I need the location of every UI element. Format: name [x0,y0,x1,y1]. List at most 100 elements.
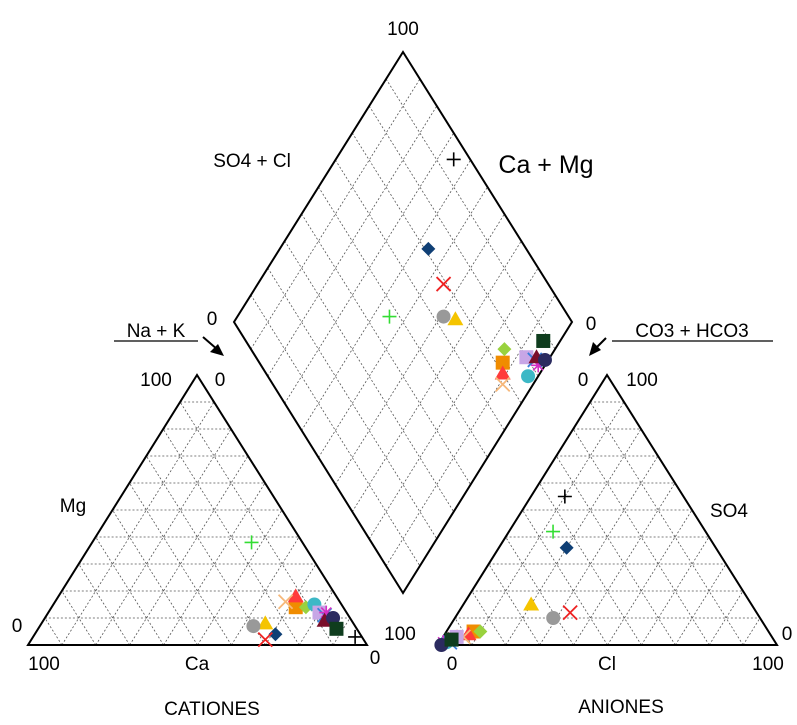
diamond-grid-b [250,78,421,350]
diamond-outline [232,50,574,595]
diamond-grid-a [368,105,539,377]
diamond-grid-a [284,240,455,512]
diamond-right-axis-label: Ca + Mg [498,151,593,179]
anion-grid-l [505,428,642,646]
anion-point-4 [562,604,578,621]
cation-point-2 [244,535,259,550]
anion-left-100-label: 100 [384,624,416,645]
anion-grid-r [471,590,507,646]
diamond-point-11 [521,369,536,384]
co3-hco3-arrow [589,337,607,356]
diamond-grid-b [318,186,488,458]
diamond-point-4 [435,276,452,292]
diamond-point-3 [421,241,436,256]
diamond-point-10 [497,342,512,357]
diamond-point-5 [447,311,464,326]
cation-bottom-0-label: 0 [370,648,381,669]
diamond-point-16 [537,352,552,367]
diamond-grid-b [284,132,455,404]
cation-point-14 [319,605,334,620]
cation-triangle-outline [26,373,369,646]
cation-ca-label: Ca [185,654,210,675]
cation-point-7 [288,600,303,615]
anion-grid-r [589,401,744,646]
anion-cl-label: Cl [598,654,616,675]
diamond-top-label: 100 [387,19,419,40]
cation-point-6 [246,619,261,634]
anion-grid-r [505,536,574,646]
anion-grid-l [708,590,744,646]
cation-mg-label: Mg [60,496,86,517]
cation-grid-l [231,536,300,646]
diamond-point-9 [495,376,511,392]
anion-grid-r [555,455,676,646]
anion-grid-l [539,455,659,646]
cation-grid-r [112,509,198,646]
diamond-left-zero-label: 0 [207,309,218,330]
diamond-grid-a [267,267,438,540]
anion-bottom-100-label: 100 [752,654,784,675]
anion-point-17 [444,632,459,647]
diamond-grid-b [267,105,438,377]
anion-point-6 [546,611,561,625]
cation-grid-l [332,617,351,646]
cation-left-0-label: 0 [12,616,23,637]
anion-grid-l [641,536,710,646]
co3-hco3-label: CO3 + HCO3 [635,321,749,342]
anion-grid-r [454,617,473,646]
anion-right-0-label: 0 [782,624,793,645]
anion-title: ANIONES [578,697,664,718]
cation-grid-r [145,455,266,646]
diamond-point-6 [436,309,451,324]
cation-grid-l [298,590,334,646]
cation-point-17 [329,621,344,636]
diamond-grid-a [351,132,522,404]
cation-grid-r [95,536,164,646]
diamond-point-2 [382,309,397,324]
diamond-grid-a [335,159,505,431]
anion-so4-label: SO4 [710,501,748,522]
anion-point-3 [559,540,574,555]
anion-grid-l [471,401,625,646]
cation-grid-r [44,617,63,646]
anion-grid-l [607,509,693,646]
cation-bottom-100-label: 100 [28,654,60,675]
cation-grid-l [61,401,215,646]
na-k-label: Na + K [127,321,186,342]
cation-point-16 [326,611,341,625]
diamond-grid-a [250,294,421,567]
anion-grid-l [674,563,727,646]
anion-grid-l [742,617,761,646]
anion-grid-r [522,509,608,646]
cation-point-3 [268,627,283,642]
diamond-grid-a [318,186,488,458]
sample-points [244,152,578,652]
cation-title: CATIONES [164,699,260,720]
anion-point-1 [557,489,572,504]
cation-point-5 [257,615,274,630]
cation-top-100-label: 100 [140,370,172,391]
cation-grid-l [95,428,232,646]
na-k-arrow [202,336,224,356]
diamond-grid-b [385,294,556,567]
diamond-point-8 [494,365,511,380]
cation-point-9 [277,594,294,610]
diamond-grid-b [368,267,539,540]
diamond-grid-a [385,78,556,350]
cation-grid-r [78,563,131,646]
diamond-grid-b [301,159,471,431]
diamond-right-zero-label: 0 [586,314,597,335]
cation-point-1 [348,629,363,644]
anion-top-0-label: 0 [578,370,589,391]
cation-top-0-label: 0 [215,370,226,391]
diamond-left-axis-label: SO4 + Cl [213,151,291,172]
diamond-grid-b [351,240,522,512]
anion-triangle-outline [436,373,779,646]
outline-layer [26,50,779,646]
diamond-point-7 [495,355,510,370]
diamond-point-17 [536,333,551,348]
cation-grid-r [61,590,97,646]
diamond-grid-a [301,213,471,485]
